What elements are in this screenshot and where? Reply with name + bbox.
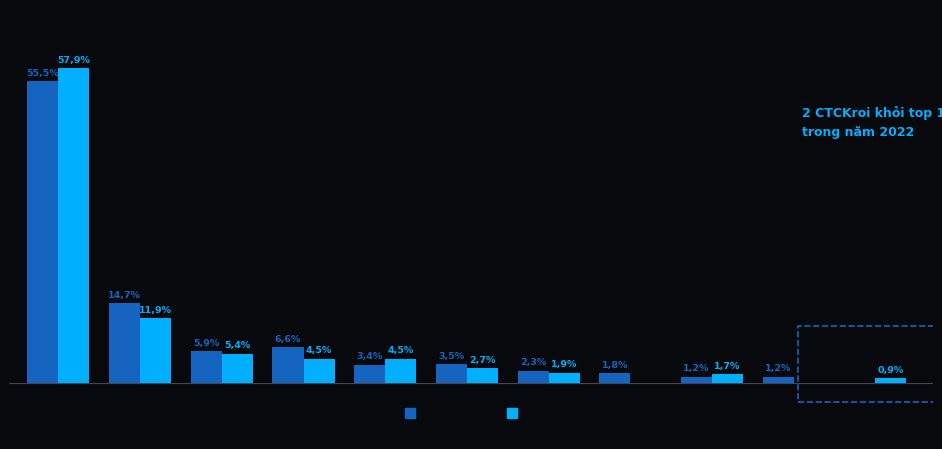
Text: 1,8%: 1,8% [602,361,628,370]
Bar [191,351,221,383]
Bar [548,373,579,383]
Text: 6,6%: 6,6% [275,335,301,344]
Bar [763,377,794,383]
Text: 11,9%: 11,9% [139,306,172,315]
Text: 5,4%: 5,4% [224,341,251,351]
Bar [385,359,416,383]
Text: 57,9%: 57,9% [57,56,90,65]
Text: 1,7%: 1,7% [714,361,740,370]
Bar [712,374,743,383]
Text: 2 CTCKroi khỏi top 10
trong năm 2022: 2 CTCKroi khỏi top 10 trong năm 2022 [802,106,942,139]
Bar [517,370,548,383]
Text: 55,5%: 55,5% [26,69,59,78]
Bar [221,354,252,383]
Bar [140,318,171,383]
Text: 1,2%: 1,2% [683,364,709,373]
Text: 4,5%: 4,5% [306,346,333,355]
Bar [798,326,942,402]
Bar [272,347,303,383]
Text: 4,5%: 4,5% [387,346,414,355]
Bar [58,68,89,383]
Bar [354,365,385,383]
Text: 14,7%: 14,7% [108,291,141,300]
Text: 2,3%: 2,3% [520,358,546,367]
Text: 3,4%: 3,4% [357,352,382,361]
Bar [681,377,712,383]
Bar [303,359,334,383]
Bar [599,373,630,383]
Bar [109,303,140,383]
Bar [436,364,467,383]
Text: 1,9%: 1,9% [551,361,577,370]
Text: 2,7%: 2,7% [469,356,495,365]
Text: 5,9%: 5,9% [193,339,219,348]
Text: 1,2%: 1,2% [765,364,791,373]
Text: 0,9%: 0,9% [878,366,904,375]
Bar [27,81,58,383]
Text: 3,5%: 3,5% [438,352,464,361]
Bar [875,378,906,383]
Bar [467,368,498,383]
